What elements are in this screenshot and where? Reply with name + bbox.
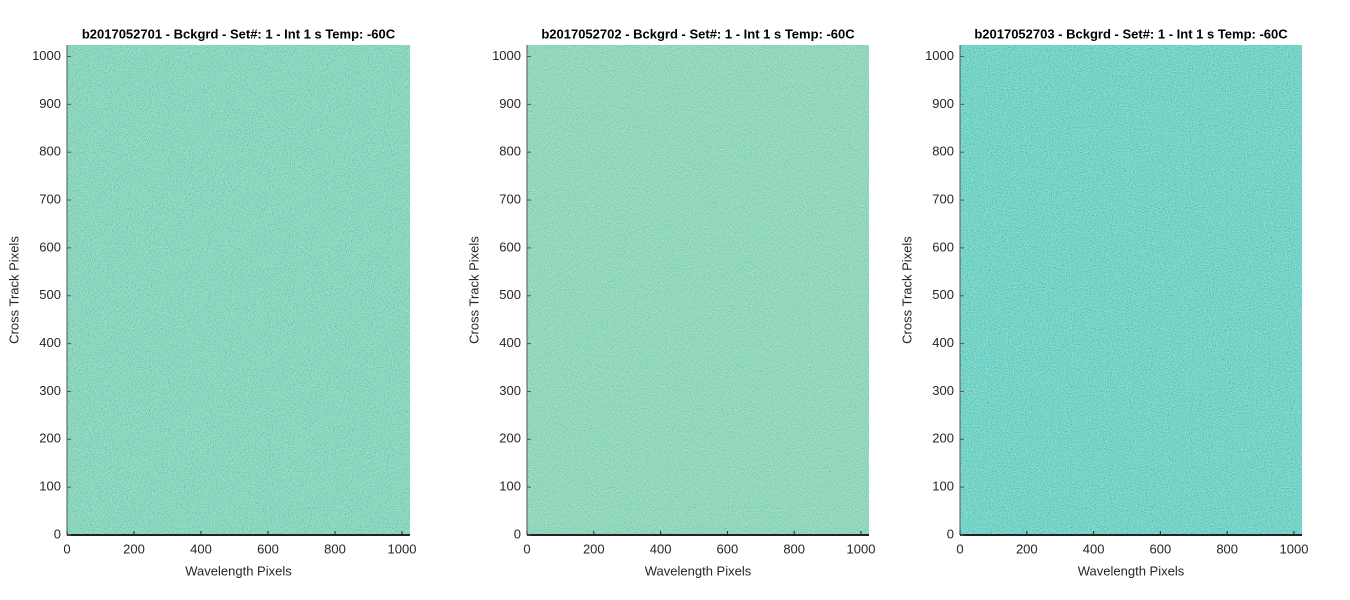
x-axis-label: Wavelength Pixels [1078, 563, 1185, 578]
y-tick-label: 100 [39, 479, 61, 494]
y-tick-label: 1000 [925, 48, 954, 63]
y-tick-label: 500 [499, 287, 521, 302]
y-tick-label: 500 [39, 287, 61, 302]
y-tick-label: 400 [499, 335, 521, 350]
x-tick-label: 200 [123, 541, 145, 556]
image [67, 45, 410, 535]
y-tick-label: 500 [932, 287, 954, 302]
y-tick-label: 400 [39, 335, 61, 350]
y-tick-label: 300 [499, 383, 521, 398]
x-tick-label: 800 [324, 541, 346, 556]
x-tick-label: 1000 [847, 541, 876, 556]
x-tick-label: 0 [63, 541, 70, 556]
y-tick-label: 600 [499, 239, 521, 254]
chart-title: b2017052701 - Bckgrd - Set#: 1 - Int 1 s… [82, 26, 396, 41]
y-tick-label: 700 [39, 191, 61, 206]
y-tick-label: 100 [932, 479, 954, 494]
x-tick-label: 200 [1016, 541, 1038, 556]
x-tick-label: 800 [783, 541, 805, 556]
x-tick-label: 600 [717, 541, 739, 556]
y-tick-label: 900 [932, 96, 954, 111]
x-axis-label: Wavelength Pixels [645, 563, 752, 578]
y-axis-label: Cross Track Pixels [466, 236, 481, 344]
x-tick-label: 800 [1216, 541, 1238, 556]
x-tick-label: 1000 [388, 541, 417, 556]
y-tick-label: 400 [932, 335, 954, 350]
y-axis-label: Cross Track Pixels [899, 236, 914, 344]
y-tick-label: 900 [499, 96, 521, 111]
y-axis-label: Cross Track Pixels [6, 236, 21, 344]
y-tick-label: 300 [932, 383, 954, 398]
y-tick-label: 0 [947, 526, 954, 541]
x-tick-label: 400 [1083, 541, 1105, 556]
x-axis-label: Wavelength Pixels [185, 563, 292, 578]
y-tick-label: 800 [932, 144, 954, 159]
y-tick-label: 900 [39, 96, 61, 111]
y-tick-label: 1000 [32, 48, 61, 63]
y-tick-label: 1000 [492, 48, 521, 63]
x-tick-label: 400 [650, 541, 672, 556]
y-tick-label: 200 [499, 431, 521, 446]
y-tick-label: 600 [932, 239, 954, 254]
x-tick-label: 200 [583, 541, 605, 556]
y-tick-label: 0 [514, 526, 521, 541]
x-tick-label: 600 [1150, 541, 1172, 556]
y-tick-label: 600 [39, 239, 61, 254]
y-tick-label: 700 [932, 191, 954, 206]
x-tick-label: 0 [956, 541, 963, 556]
x-tick-label: 1000 [1280, 541, 1309, 556]
image [527, 45, 869, 535]
chart-title: b2017052702 - Bckgrd - Set#: 1 - Int 1 s… [541, 26, 855, 41]
x-tick-label: 600 [257, 541, 279, 556]
y-tick-label: 700 [499, 191, 521, 206]
image [960, 45, 1302, 535]
y-tick-label: 100 [499, 479, 521, 494]
y-tick-label: 300 [39, 383, 61, 398]
x-tick-label: 0 [523, 541, 530, 556]
y-tick-label: 800 [499, 144, 521, 159]
y-tick-label: 800 [39, 144, 61, 159]
x-tick-label: 400 [190, 541, 212, 556]
y-tick-label: 200 [932, 431, 954, 446]
y-tick-label: 0 [54, 526, 61, 541]
chart-title: b2017052703 - Bckgrd - Set#: 1 - Int 1 s… [974, 26, 1288, 41]
y-tick-label: 200 [39, 431, 61, 446]
